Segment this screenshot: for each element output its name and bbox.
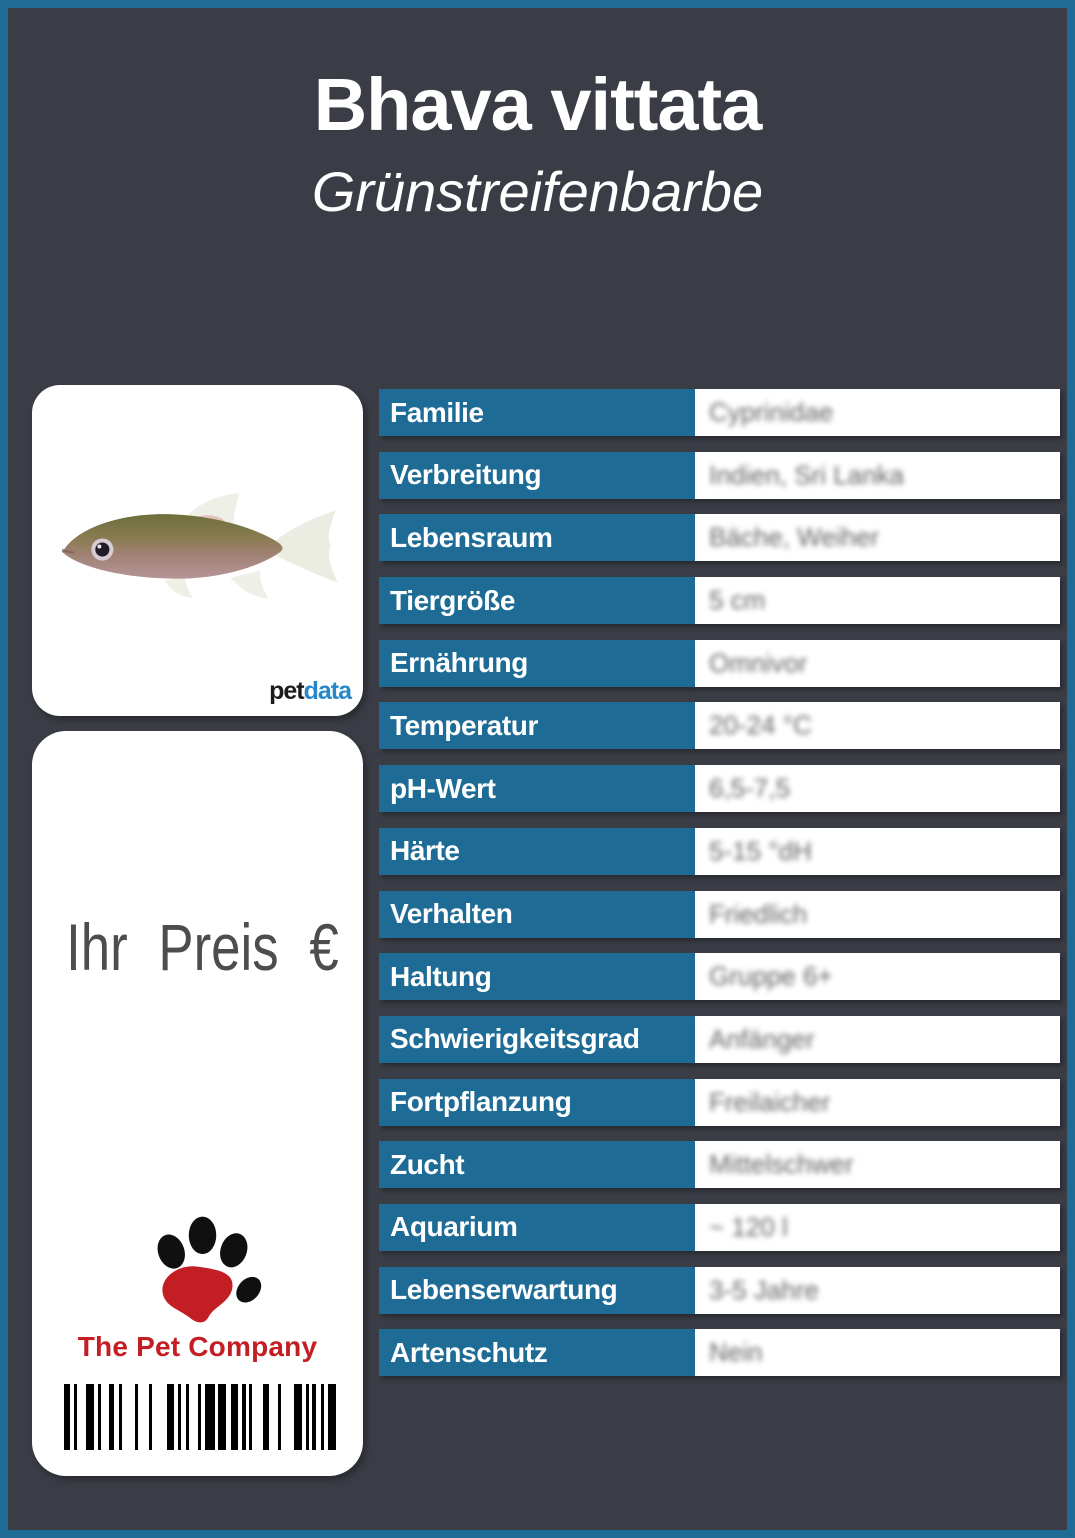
table-row: Fortpflanzung Freilaicher bbox=[379, 1078, 1060, 1126]
table-row: Haltung Gruppe 6+ bbox=[379, 953, 1060, 1001]
attribute-label: Verbreitung bbox=[379, 451, 695, 499]
company-name: The Pet Company bbox=[77, 1331, 318, 1362]
attribute-label: Härte bbox=[379, 827, 695, 875]
table-row: Temperatur 20-24 °C bbox=[379, 702, 1060, 750]
attribute-value: Bäche, Weiher bbox=[695, 514, 1060, 562]
attribute-label: Temperatur bbox=[379, 702, 695, 750]
attribute-label: Verhalten bbox=[379, 890, 695, 938]
attribute-label: Aquarium bbox=[379, 1203, 695, 1251]
attribute-value: Indien, Sri Lanka bbox=[695, 451, 1060, 499]
attribute-label: Haltung bbox=[379, 953, 695, 1001]
table-row: Zucht Mittelschwer bbox=[379, 1141, 1060, 1189]
price-card: Ihr Preis € The Pet Company bbox=[32, 731, 363, 1476]
attribute-value: Mittelschwer bbox=[695, 1141, 1060, 1189]
petdata-logo-pet: pet bbox=[269, 677, 304, 705]
table-row: Aquarium ~ 120 l bbox=[379, 1203, 1060, 1251]
attribute-value: 20-24 °C bbox=[695, 702, 1060, 750]
attribute-value: 6,5-7,5 bbox=[695, 765, 1060, 813]
table-row: Familie Cyprinidae bbox=[379, 389, 1060, 436]
attribute-label: Ernährung bbox=[379, 639, 695, 687]
petdata-logo: petdata bbox=[269, 677, 352, 706]
paw-print-icon bbox=[157, 1216, 262, 1323]
table-row: pH-Wert 6,5-7,5 bbox=[379, 765, 1060, 813]
fish-photo bbox=[61, 493, 338, 599]
table-row: Verhalten Friedlich bbox=[379, 890, 1060, 938]
attribute-value: Cyprinidae bbox=[695, 389, 1060, 436]
price-label: Ihr Preis € bbox=[66, 910, 339, 984]
attribute-label: Tiergröße bbox=[379, 577, 695, 625]
attribute-label: Lebensraum bbox=[379, 514, 695, 562]
table-row: Ernährung Omnivor bbox=[379, 639, 1060, 687]
attribute-label: Zucht bbox=[379, 1141, 695, 1189]
attribute-value: 3-5 Jahre bbox=[695, 1266, 1060, 1314]
table-row: Schwierigkeitsgrad Anfänger bbox=[379, 1015, 1060, 1063]
petdata-logo-data: data bbox=[303, 677, 352, 705]
species-latin-name: Bhava vittata bbox=[313, 63, 763, 146]
attribute-value: Gruppe 6+ bbox=[695, 953, 1060, 1001]
attribute-value: ~ 120 l bbox=[695, 1203, 1060, 1251]
attribute-value: Nein bbox=[695, 1329, 1060, 1377]
attribute-value: Freilaicher bbox=[695, 1078, 1060, 1126]
table-row: Verbreitung Indien, Sri Lanka bbox=[379, 451, 1060, 499]
attribute-label: Artenschutz bbox=[379, 1329, 695, 1377]
attribute-label: Lebenserwartung bbox=[379, 1266, 695, 1314]
table-row: Tiergröße 5 cm bbox=[379, 577, 1060, 625]
attribute-value: 5 cm bbox=[695, 577, 1060, 625]
table-row: Lebenserwartung 3-5 Jahre bbox=[379, 1266, 1060, 1314]
attribute-label: Schwierigkeitsgrad bbox=[379, 1015, 695, 1063]
table-row: Artenschutz Nein bbox=[379, 1329, 1060, 1377]
attribute-label: pH-Wert bbox=[379, 765, 695, 813]
attributes-table: Familie Cyprinidae Verbreitung Indien, S… bbox=[379, 389, 1060, 1392]
attribute-value: Omnivor bbox=[695, 639, 1060, 687]
header: Bhava vittata Grünstreifenbarbe bbox=[8, 68, 1067, 220]
attribute-label: Fortpflanzung bbox=[379, 1078, 695, 1126]
attribute-value: 5-15 °dH bbox=[695, 827, 1060, 875]
attribute-value: Anfänger bbox=[695, 1015, 1060, 1063]
attribute-value: Friedlich bbox=[695, 890, 1060, 938]
species-common-name: Grünstreifenbarbe bbox=[311, 160, 764, 223]
barcode bbox=[64, 1384, 341, 1450]
table-row: Härte 5-15 °dH bbox=[379, 827, 1060, 875]
table-row: Lebensraum Bäche, Weiher bbox=[379, 514, 1060, 562]
attribute-label: Familie bbox=[379, 389, 695, 436]
photo-card: petdata bbox=[32, 385, 363, 716]
